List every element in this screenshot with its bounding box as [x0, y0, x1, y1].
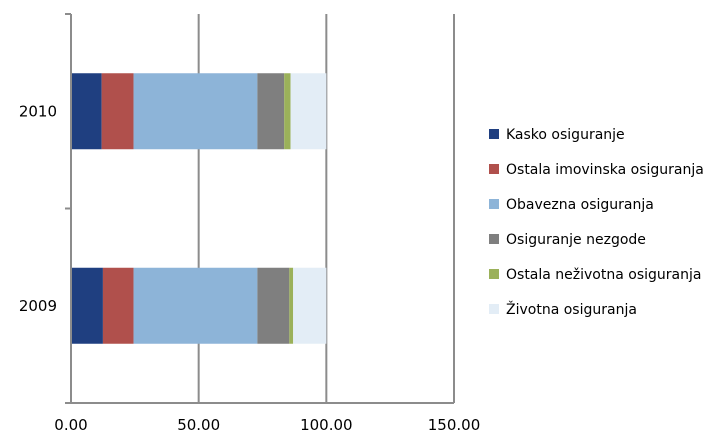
bar-segment-2009-1	[71, 267, 103, 344]
x-tick-label: 50.00	[177, 416, 220, 434]
bar-segment-2010-3	[133, 73, 258, 150]
bar-segment-2009-4	[257, 267, 290, 344]
axes	[65, 13, 454, 404]
legend-label: Osiguranje nezgode	[506, 232, 646, 248]
legend-swatch	[489, 164, 499, 174]
gridlines	[197, 14, 455, 403]
bar-segment-2010-6	[290, 73, 327, 150]
legend-label: Ostala neživotna osiguranja	[506, 267, 701, 283]
legend-swatch	[489, 304, 499, 314]
legend-label: Ostala imovinska osiguranja	[506, 162, 704, 178]
legend: Kasko osiguranje Ostala imovinska osigura…	[489, 127, 704, 318]
x-tick-label: 0.00	[54, 416, 87, 434]
bars	[71, 73, 327, 344]
bar-segment-2010-4	[257, 73, 285, 150]
legend-label: Obavezna osiguranja	[506, 197, 654, 213]
x-tick-label: 100.00	[300, 416, 353, 434]
x-tick-labels: 0.00 50.00 100.00 150.00	[54, 416, 480, 434]
legend-swatch	[489, 234, 499, 244]
bar-segment-2009-5	[289, 267, 294, 344]
bar-segment-2010-5	[284, 73, 291, 150]
bar-segment-2010-1	[71, 73, 102, 150]
bar-segment-2009-2	[102, 267, 134, 344]
x-tick-label: 150.00	[428, 416, 481, 434]
bar-segment-2009-6	[293, 267, 327, 344]
y-tick-label: 2009	[19, 297, 57, 315]
legend-swatch	[489, 199, 499, 209]
legend-label: Kasko osiguranje	[506, 127, 625, 143]
legend-swatch	[489, 129, 499, 139]
legend-label: Životna osiguranja	[506, 300, 637, 318]
bar-segment-2009-3	[133, 267, 258, 344]
legend-swatch	[489, 269, 499, 279]
y-tick-label: 2010	[19, 102, 57, 120]
bar-segment-2010-2	[101, 73, 134, 150]
y-tick-labels: 2009 2010	[19, 102, 57, 315]
